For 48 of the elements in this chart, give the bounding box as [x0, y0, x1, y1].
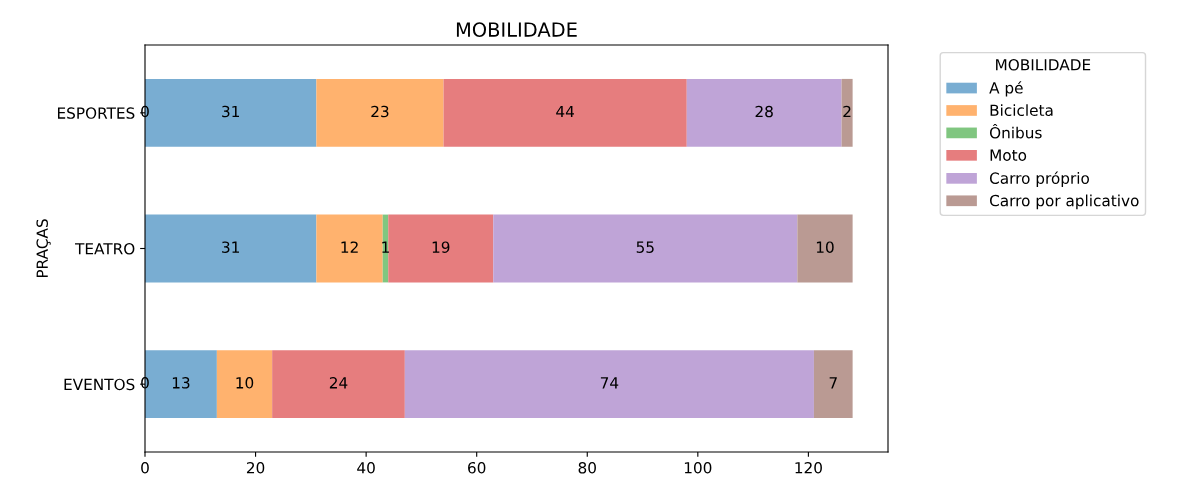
- legend-label: Carro por aplicativo: [989, 194, 1139, 210]
- bar: [493, 214, 798, 283]
- data-label: 2: [843, 105, 851, 118]
- bar: [443, 78, 687, 147]
- x-tick-label: 0: [141, 461, 149, 474]
- y-tick-label: EVENTOS: [64, 378, 135, 391]
- data-label: 31: [222, 105, 239, 118]
- x-tick-label: 60: [468, 461, 486, 474]
- legend-label: Bicicleta: [990, 104, 1053, 117]
- data-label: 24: [329, 377, 348, 389]
- bar: [797, 214, 853, 283]
- legend-title: MOBILIDADE: [996, 59, 1091, 71]
- data-label: 74: [600, 377, 619, 389]
- data-label: 10: [236, 377, 254, 389]
- data-label: 13: [172, 377, 190, 389]
- y-tick-label: ESPORTES: [57, 107, 135, 119]
- bar: [813, 350, 853, 419]
- y-tick-label: TEATRO: [75, 242, 135, 255]
- legend-label: Moto: [990, 149, 1027, 161]
- x-tick-label: 120: [795, 461, 822, 474]
- bar: [404, 350, 814, 419]
- bar: [316, 214, 383, 283]
- data-label: 44: [556, 105, 575, 118]
- y-axis-title: PRAÇAS: [36, 219, 51, 278]
- legend-label: Carro próprio: [989, 171, 1090, 187]
- bar: [216, 350, 273, 419]
- bar: [145, 214, 317, 283]
- data-label: 12: [341, 241, 358, 253]
- data-label: 10: [816, 241, 834, 253]
- chart-title: MOBILIDADE: [456, 22, 577, 37]
- bar: [272, 350, 405, 419]
- data-label: 55: [636, 241, 654, 253]
- x-tick-label: 100: [684, 461, 712, 474]
- data-label: 19: [432, 241, 450, 253]
- legend-label: A pé: [989, 81, 1023, 97]
- bar: [686, 78, 842, 147]
- x-tick-label: 80: [578, 461, 596, 474]
- data-label: 28: [755, 105, 773, 118]
- data-label: 7: [829, 377, 837, 389]
- bar: [841, 78, 853, 147]
- legend-label: Ônibus: [989, 124, 1042, 139]
- x-tick-label: 40: [357, 461, 375, 474]
- bar: [388, 214, 494, 283]
- data-label: 23: [371, 105, 389, 118]
- bar: [316, 78, 444, 147]
- x-tick-label: 20: [246, 461, 265, 474]
- data-label: 31: [222, 241, 239, 253]
- data-label: 1: [382, 241, 389, 253]
